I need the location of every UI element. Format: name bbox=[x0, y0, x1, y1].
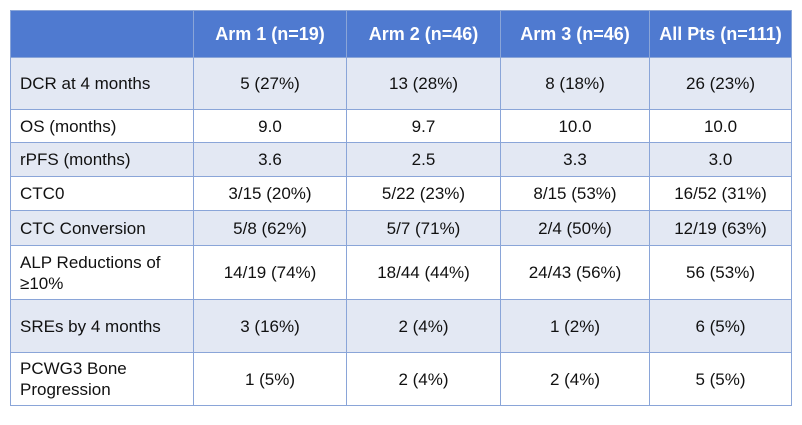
table-cell: 3.6 bbox=[193, 142, 347, 177]
table-cell: 3 (16%) bbox=[193, 299, 347, 353]
table-row: SREs by 4 months 3 (16%) 2 (4%) 1 (2%) 6… bbox=[10, 299, 792, 353]
table-row: PCWG3 Bone Progression 1 (5%) 2 (4%) 2 (… bbox=[10, 352, 792, 406]
table-cell: 1 (2%) bbox=[500, 299, 650, 353]
row-label: PCWG3 Bone Progression bbox=[10, 352, 194, 406]
row-label: OS (months) bbox=[10, 109, 194, 143]
table-cell: 3/15 (20%) bbox=[193, 176, 347, 211]
table-cell: 26 (23%) bbox=[649, 57, 792, 110]
table-cell: 2.5 bbox=[346, 142, 501, 177]
table-cell: 9.0 bbox=[193, 109, 347, 143]
table-cell: 16/52 (31%) bbox=[649, 176, 792, 211]
table-cell: 5 (5%) bbox=[649, 352, 792, 406]
header-cell-arm-2: Arm 2 (n=46) bbox=[346, 10, 501, 58]
header-cell-all-pts: All Pts (n=111) bbox=[649, 10, 792, 58]
table-cell: 2/4 (50%) bbox=[500, 210, 650, 246]
table-cell: 18/44 (44%) bbox=[346, 245, 501, 300]
header-cell-arm-3: Arm 3 (n=46) bbox=[500, 10, 650, 58]
table-cell: 5/7 (71%) bbox=[346, 210, 501, 246]
header-cell-arm-1: Arm 1 (n=19) bbox=[193, 10, 347, 58]
table-cell: 8 (18%) bbox=[500, 57, 650, 110]
header-cell-label bbox=[10, 10, 194, 58]
row-label: CTC0 bbox=[10, 176, 194, 211]
table-cell: 5 (27%) bbox=[193, 57, 347, 110]
table-cell: 2 (4%) bbox=[346, 299, 501, 353]
table-cell: 56 (53%) bbox=[649, 245, 792, 300]
row-label: ALP Reductions of ≥10% bbox=[10, 245, 194, 300]
table-cell: 5/8 (62%) bbox=[193, 210, 347, 246]
table-row: CTC Conversion 5/8 (62%) 5/7 (71%) 2/4 (… bbox=[10, 210, 792, 246]
table-cell: 2 (4%) bbox=[346, 352, 501, 406]
table-cell: 1 (5%) bbox=[193, 352, 347, 406]
table-row: DCR at 4 months 5 (27%) 13 (28%) 8 (18%)… bbox=[10, 57, 792, 110]
table-cell: 24/43 (56%) bbox=[500, 245, 650, 300]
table-cell: 3.0 bbox=[649, 142, 792, 177]
table-cell: 2 (4%) bbox=[500, 352, 650, 406]
table-cell: 6 (5%) bbox=[649, 299, 792, 353]
table-cell: 10.0 bbox=[649, 109, 792, 143]
table-cell: 9.7 bbox=[346, 109, 501, 143]
row-label: rPFS (months) bbox=[10, 142, 194, 177]
table-cell: 13 (28%) bbox=[346, 57, 501, 110]
row-label: CTC Conversion bbox=[10, 210, 194, 246]
table-cell: 5/22 (23%) bbox=[346, 176, 501, 211]
table-row: ALP Reductions of ≥10% 14/19 (74%) 18/44… bbox=[10, 245, 792, 300]
table-cell: 10.0 bbox=[500, 109, 650, 143]
table-row: OS (months) 9.0 9.7 10.0 10.0 bbox=[10, 109, 792, 143]
table-row: rPFS (months) 3.6 2.5 3.3 3.0 bbox=[10, 142, 792, 177]
table-cell: 14/19 (74%) bbox=[193, 245, 347, 300]
table-row: CTC0 3/15 (20%) 5/22 (23%) 8/15 (53%) 16… bbox=[10, 176, 792, 211]
results-table: Arm 1 (n=19) Arm 2 (n=46) Arm 3 (n=46) A… bbox=[10, 10, 792, 406]
header-row: Arm 1 (n=19) Arm 2 (n=46) Arm 3 (n=46) A… bbox=[10, 10, 792, 58]
table-cell: 3.3 bbox=[500, 142, 650, 177]
table-cell: 12/19 (63%) bbox=[649, 210, 792, 246]
row-label: SREs by 4 months bbox=[10, 299, 194, 353]
table-cell: 8/15 (53%) bbox=[500, 176, 650, 211]
row-label: DCR at 4 months bbox=[10, 57, 194, 110]
